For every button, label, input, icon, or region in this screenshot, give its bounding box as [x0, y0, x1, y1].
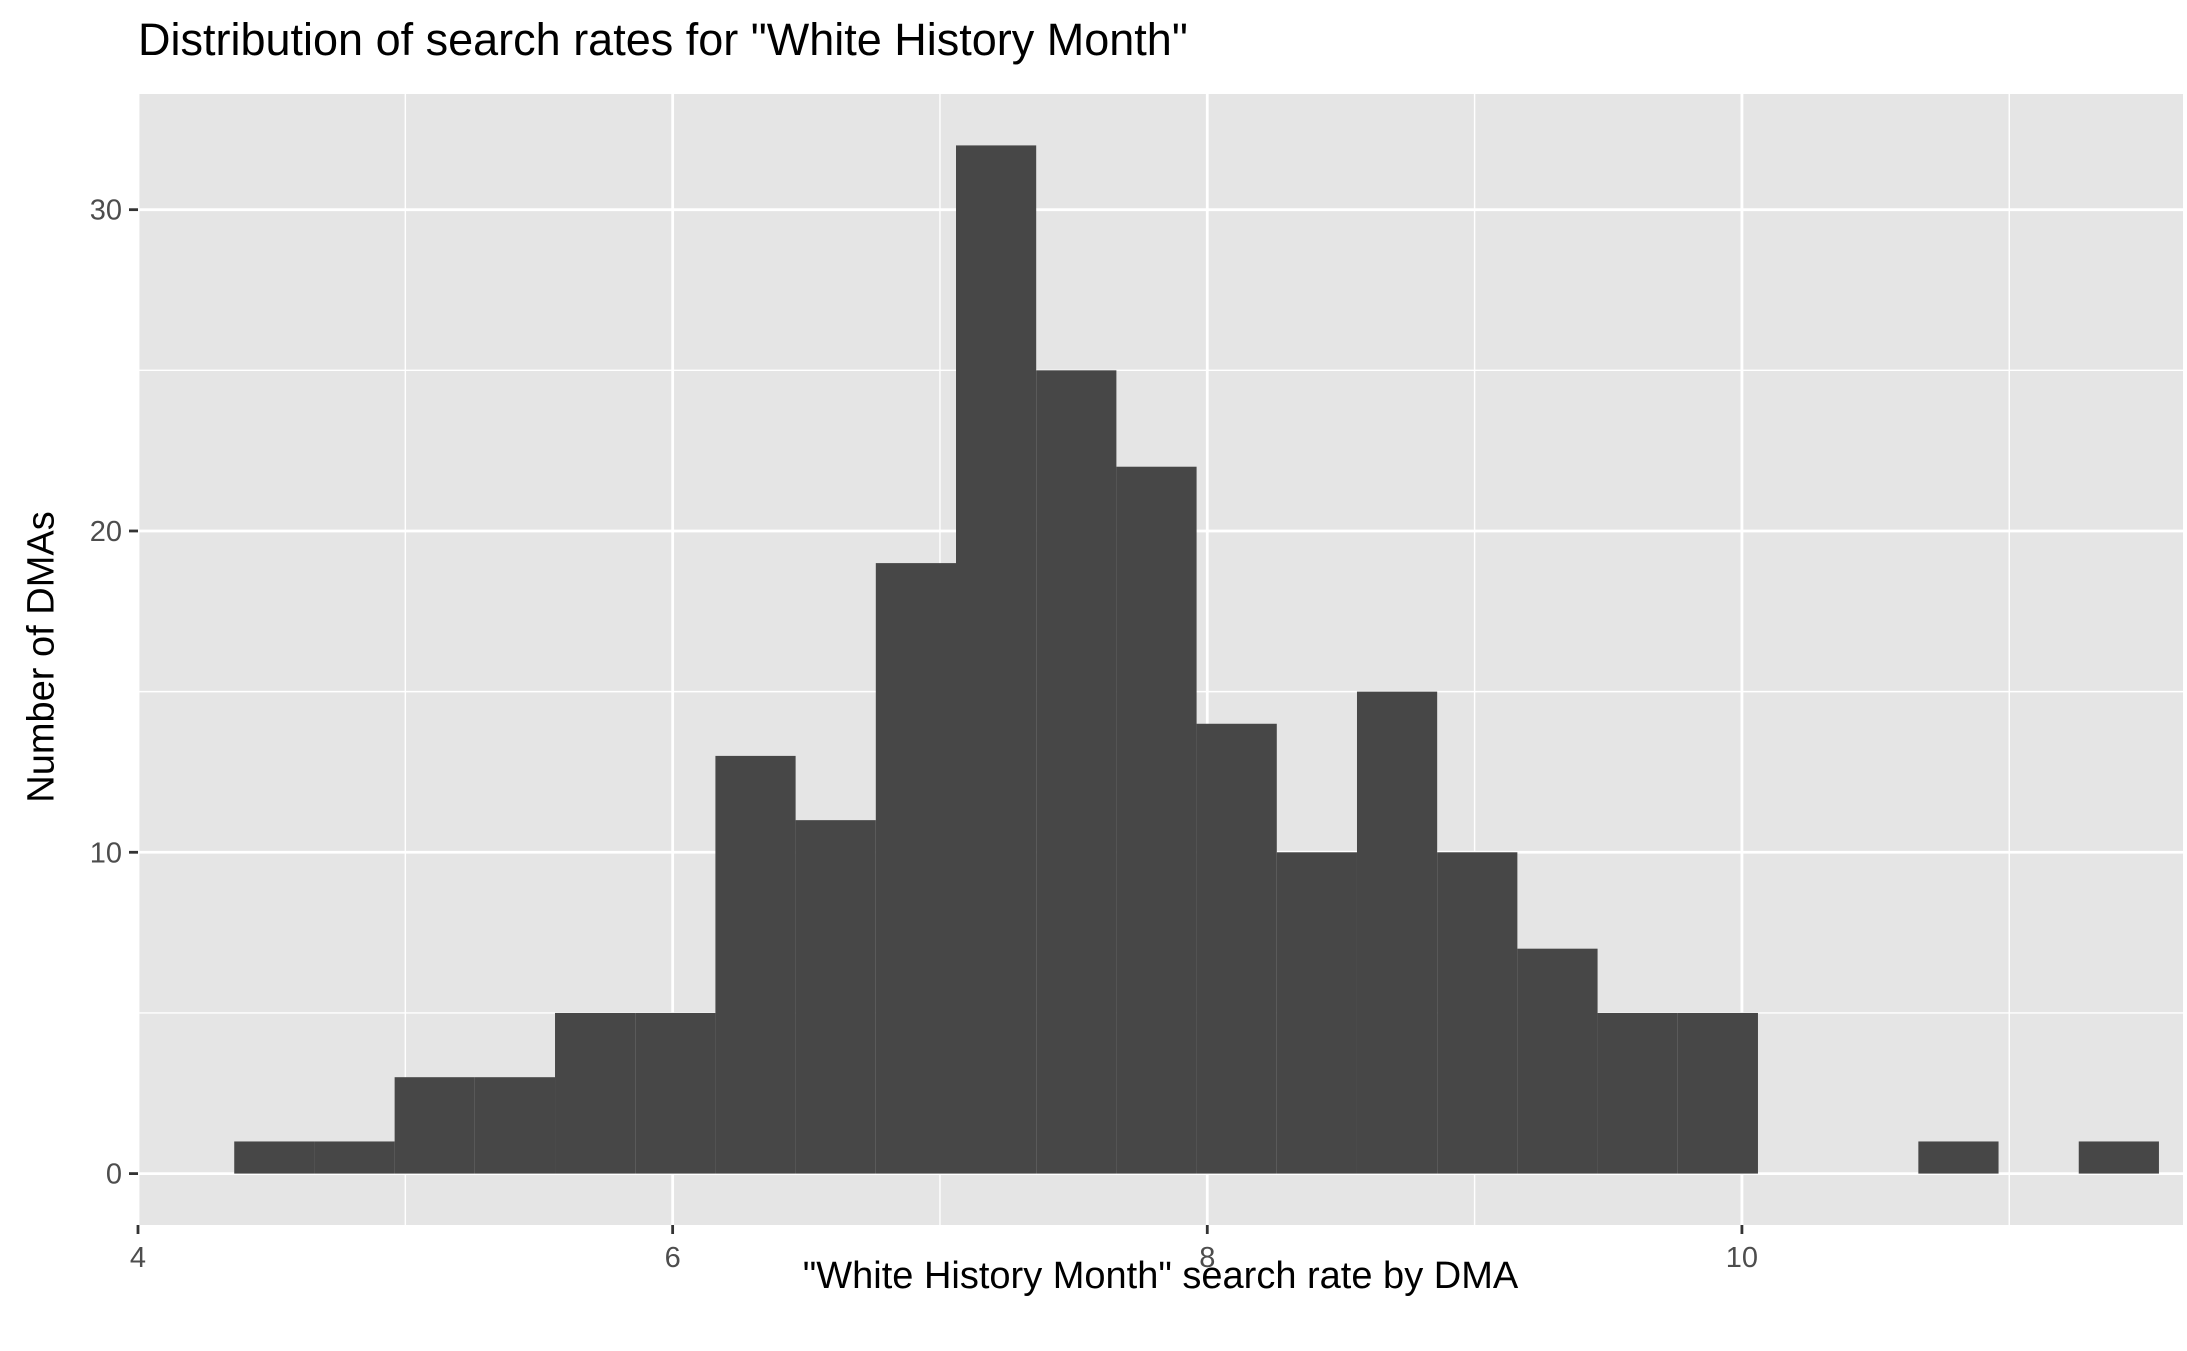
- y-axis: 0 10 20 30: [90, 195, 138, 1191]
- histogram-bar: [1517, 948, 1598, 1174]
- histogram-bar: [1196, 723, 1277, 1174]
- histogram-bar: [956, 145, 1037, 1174]
- y-axis-label: Number of DMAs: [20, 511, 63, 803]
- x-tick-label: 6: [665, 1242, 681, 1274]
- histogram-bar: [2078, 1141, 2159, 1174]
- y-tick-label: 20: [90, 516, 122, 548]
- chart-title: Distribution of search rates for "White …: [138, 14, 1188, 65]
- histogram-bar: [314, 1141, 395, 1174]
- histogram-bar: [474, 1077, 556, 1174]
- histogram-bar: [1437, 852, 1518, 1174]
- histogram-bar: [715, 755, 796, 1174]
- histogram-bar: [875, 563, 956, 1174]
- histogram-bar: [795, 820, 876, 1174]
- histogram-bar: [555, 1012, 636, 1174]
- histogram-bar: [1918, 1141, 1999, 1174]
- histogram-bar: [394, 1077, 475, 1174]
- histogram-bar: [635, 1012, 716, 1174]
- histogram-bar: [234, 1141, 315, 1174]
- y-tick-label: 0: [106, 1159, 122, 1191]
- histogram-bar: [1356, 691, 1438, 1174]
- x-axis-label: "White History Month" search rate by DMA: [802, 1255, 1519, 1297]
- histogram-bars: [234, 145, 2159, 1174]
- x-axis: 4 6 8 10: [130, 1225, 1758, 1274]
- x-tick-label: 8: [1199, 1242, 1215, 1274]
- y-tick-label: 30: [90, 195, 122, 227]
- histogram-bar: [1597, 1012, 1678, 1174]
- x-tick-label: 10: [1726, 1242, 1758, 1274]
- x-tick-label: 4: [130, 1242, 146, 1274]
- histogram-bar: [1116, 466, 1197, 1174]
- histogram-bar: [1677, 1012, 1758, 1174]
- histogram-bar: [1036, 370, 1117, 1174]
- y-tick-label: 10: [90, 837, 122, 869]
- histogram-bar: [1276, 852, 1357, 1174]
- minor-gridlines: [138, 94, 2183, 1225]
